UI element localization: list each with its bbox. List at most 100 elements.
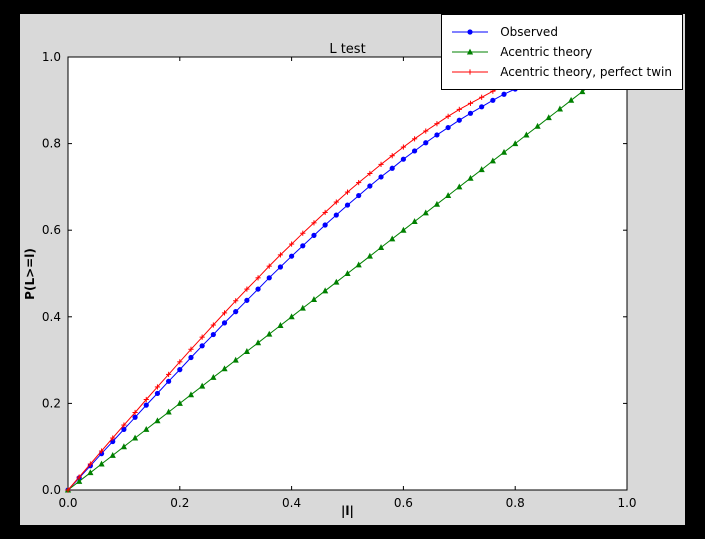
data-marker [188, 354, 194, 361]
data-marker [166, 378, 172, 384]
data-marker [534, 122, 541, 129]
legend-line-marker-icon [452, 48, 489, 55]
data-marker [423, 140, 429, 146]
data-marker [120, 443, 127, 450]
data-marker [478, 166, 485, 173]
x-tick-label: 0.4 [282, 496, 301, 510]
data-marker [288, 313, 295, 320]
data-marker [199, 343, 205, 349]
data-marker [545, 114, 552, 121]
legend: Observed Acentric theory Acentric theory… [441, 14, 683, 90]
data-marker [300, 243, 306, 249]
data-marker [489, 157, 496, 164]
data-marker [333, 278, 340, 285]
legend-entry-observed: Observed [450, 22, 672, 42]
data-marker [244, 297, 250, 303]
data-marker [490, 97, 496, 103]
data-marker [579, 88, 586, 95]
data-marker [456, 117, 462, 123]
data-marker [109, 451, 116, 458]
data-marker [501, 91, 507, 97]
data-marker [389, 235, 396, 242]
data-marker [154, 417, 161, 424]
y-tick-label: 0.6 [42, 223, 61, 237]
y-tick-label: 0.8 [42, 137, 61, 151]
data-marker [467, 29, 473, 35]
data-marker [479, 104, 485, 110]
legend-entry-perfect-twin: Acentric theory, perfect twin [450, 62, 672, 82]
data-marker [132, 414, 138, 420]
data-marker [512, 140, 519, 147]
data-marker [165, 408, 172, 415]
data-marker [277, 322, 284, 328]
data-marker [187, 391, 195, 398]
data-marker [210, 374, 217, 380]
data-marker [333, 212, 339, 218]
data-marker [456, 183, 463, 190]
data-marker [356, 192, 362, 199]
data-marker [377, 244, 385, 251]
data-marker [154, 390, 161, 397]
data-marker [210, 331, 216, 338]
data-marker [266, 330, 273, 337]
data-marker [98, 460, 105, 467]
data-marker [76, 477, 83, 484]
data-marker [434, 132, 440, 138]
data-marker [232, 356, 239, 363]
data-marker [523, 131, 530, 138]
x-tick-label: 0.0 [58, 496, 77, 510]
data-marker [233, 309, 239, 315]
x-axis-label: |l| [341, 504, 354, 518]
data-marker [433, 200, 441, 207]
data-marker [400, 226, 407, 233]
data-marker [299, 304, 306, 311]
legend-label: Acentric theory [500, 45, 593, 59]
data-marker [411, 218, 418, 225]
data-marker [411, 148, 418, 154]
data-marker [556, 105, 564, 112]
data-marker [355, 261, 362, 268]
data-marker [177, 367, 183, 373]
data-marker [366, 252, 373, 259]
y-tick-label: 1.0 [42, 50, 61, 64]
data-marker [344, 270, 351, 276]
data-marker [322, 287, 329, 294]
data-marker [568, 96, 575, 103]
data-marker [378, 174, 384, 180]
data-marker [87, 469, 94, 476]
data-marker [289, 253, 295, 259]
x-tick-label: 0.6 [394, 496, 413, 510]
data-marker [243, 348, 250, 354]
data-marker [311, 232, 317, 238]
plot: 0.0 0.2 0.4 0.6 0.8 1.0 0.0 0.2 0.4 0.6 0.8 1.0 [42, 50, 637, 510]
x-tick-label: 0.2 [170, 496, 189, 510]
x-tick-label: 1.0 [617, 496, 636, 510]
data-marker [221, 365, 228, 372]
data-marker [266, 275, 272, 281]
data-marker [277, 264, 284, 270]
data-marker [322, 222, 328, 228]
data-marker [255, 286, 261, 292]
data-marker [422, 209, 429, 216]
legend-line-marker-icon [452, 29, 489, 35]
y-tick-label: 0.4 [42, 310, 61, 324]
legend-label: Observed [500, 25, 558, 39]
y-tick-label: 0.2 [42, 396, 61, 410]
chart-title: L test [329, 42, 366, 57]
data-marker [500, 148, 508, 155]
data-marker [467, 110, 474, 116]
data-marker [467, 174, 474, 181]
data-marker [467, 48, 474, 55]
data-marker [221, 320, 228, 326]
data-marker [199, 382, 206, 389]
data-marker [389, 165, 395, 171]
data-marker [400, 156, 406, 162]
data-marker [131, 434, 139, 441]
data-marker [344, 202, 351, 208]
data-marker [367, 183, 373, 189]
data-marker [121, 426, 127, 432]
legend-label: Acentric theory, perfect twin [500, 65, 672, 79]
data-marker [445, 192, 452, 199]
data-marker [176, 400, 183, 406]
